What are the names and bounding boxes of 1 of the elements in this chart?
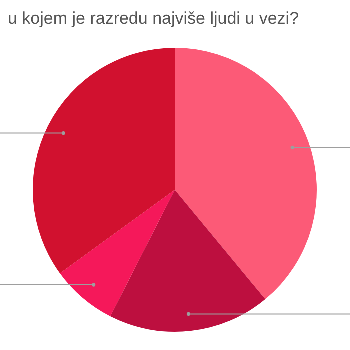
chart-title: u kojem je razredu najviše ljudi u vezi? [8,9,300,28]
